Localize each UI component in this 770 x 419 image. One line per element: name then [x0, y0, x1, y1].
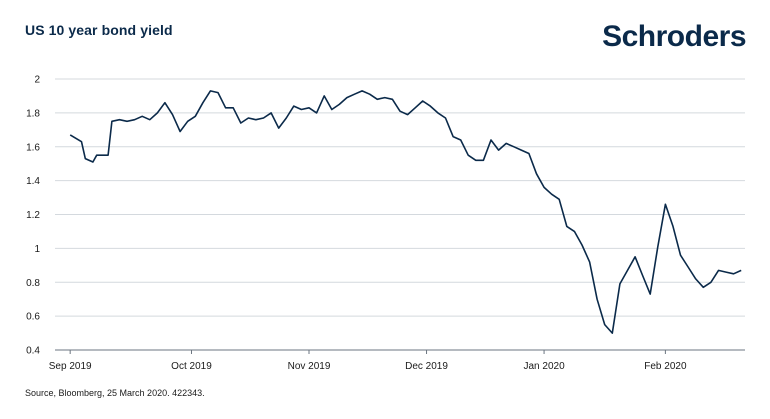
- y-tick-label: 1.8: [26, 108, 40, 119]
- y-tick-label: 0.4: [26, 346, 40, 357]
- y-axis-ticks: 0.4 0.6 0.8 1 1.2 1.4 1.6 1.8 2: [26, 75, 40, 357]
- x-axis-ticks: Sep 2019 Oct 2019 Nov 2019 Dec 2019 Jan 2020…: [49, 350, 687, 372]
- series-layer: [69, 90, 742, 334]
- x-tick-label: Nov 2019: [288, 361, 331, 372]
- y-tick-label: 1.4: [26, 176, 40, 187]
- x-tick-label: Dec 2019: [405, 361, 448, 372]
- y-tick-label: 2: [34, 75, 40, 86]
- y-tick-label: 1.2: [26, 210, 40, 221]
- y-tick-label: 0.6: [26, 312, 40, 323]
- schroders-logo: Schroders: [602, 20, 746, 53]
- yield-series-line: [69, 90, 742, 334]
- y-tick-label: 0.8: [26, 278, 40, 289]
- x-tick-label: Feb 2020: [644, 361, 687, 372]
- source-note: Source, Bloomberg, 25 March 2020. 422343…: [25, 388, 205, 398]
- x-tick-label: Jan 2020: [523, 361, 565, 372]
- y-tick-label: 1: [34, 244, 40, 255]
- y-tick-label: 1.6: [26, 142, 40, 153]
- chart-title: US 10 year bond yield: [25, 22, 173, 38]
- x-tick-label: Oct 2019: [171, 361, 212, 372]
- x-tick-label: Sep 2019: [49, 361, 92, 372]
- grid: [55, 78, 745, 351]
